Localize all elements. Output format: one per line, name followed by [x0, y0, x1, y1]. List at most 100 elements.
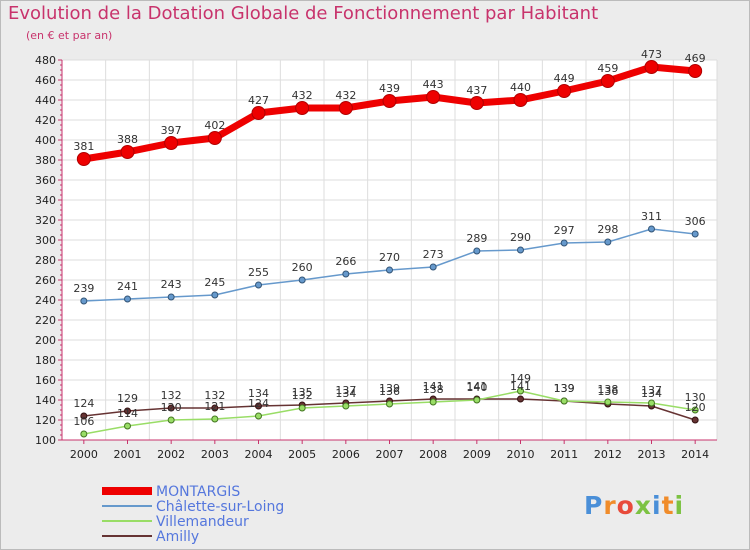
- data-label-chalette-sur-loing: 298: [597, 223, 618, 236]
- data-point-montargis: [469, 96, 484, 110]
- data-label-amilly: 120: [685, 401, 706, 414]
- data-label-villemandeur: 132: [292, 389, 313, 402]
- data-label-amilly: 136: [597, 385, 618, 398]
- y-tick-label: 440: [35, 94, 56, 107]
- data-label-villemandeur: 136: [379, 385, 400, 398]
- data-label-chalette-sur-loing: 260: [292, 261, 313, 274]
- plot-area: [62, 60, 717, 440]
- data-label-montargis: 397: [161, 124, 182, 137]
- data-point-villemandeur: [80, 430, 88, 438]
- data-point-chalette-sur-loing: [386, 266, 393, 274]
- data-point-chalette-sur-loing: [342, 270, 350, 278]
- data-label-amilly: 139: [379, 382, 400, 395]
- x-tick-label: 2006: [332, 448, 360, 461]
- data-label-villemandeur: 138: [423, 383, 444, 396]
- data-point-montargis: [600, 74, 615, 88]
- data-label-villemandeur: 121: [204, 400, 225, 413]
- data-point-montargis: [251, 106, 266, 120]
- data-label-amilly: 129: [117, 392, 138, 405]
- legend-label: Villemandeur: [156, 514, 249, 530]
- data-label-amilly: 134: [641, 387, 662, 400]
- data-label-amilly: 132: [161, 389, 182, 402]
- logo-letter: P: [584, 491, 604, 520]
- data-label-montargis: 402: [204, 119, 225, 132]
- y-tick-label: 140: [35, 394, 56, 407]
- y-tick-label: 320: [35, 214, 56, 227]
- x-tick-label: 2013: [638, 448, 666, 461]
- y-tick-label: 120: [35, 414, 56, 427]
- x-tick-label: 2004: [245, 448, 273, 461]
- y-tick-label: 200: [35, 334, 56, 347]
- legend-label: MONTARGIS: [156, 484, 240, 500]
- data-point-montargis: [207, 131, 222, 145]
- data-label-villemandeur: 106: [73, 415, 94, 428]
- data-point-amilly: [211, 404, 219, 412]
- data-label-montargis: 432: [335, 89, 356, 102]
- data-label-montargis: 443: [423, 78, 444, 91]
- data-label-amilly: 132: [204, 389, 225, 402]
- y-tick-label: 100: [35, 434, 56, 447]
- data-point-villemandeur: [517, 387, 524, 395]
- data-label-chalette-sur-loing: 239: [73, 282, 94, 295]
- y-tick-label: 360: [35, 174, 56, 187]
- axis-layer: 100 120 140 160 180 200 220 240 260 280 300 320 340 3…: [35, 54, 717, 461]
- data-label-chalette-sur-loing: 241: [117, 280, 138, 293]
- y-tick-label: 400: [35, 134, 56, 147]
- data-point-chalette-sur-loing: [517, 246, 524, 254]
- data-label-montargis: 449: [554, 72, 575, 85]
- data-point-villemandeur: [386, 400, 393, 408]
- data-point-chalette-sur-loing: [604, 238, 612, 246]
- data-label-chalette-sur-loing: 243: [161, 278, 182, 291]
- y-tick-label: 460: [35, 74, 56, 87]
- x-tick-label: 2008: [419, 448, 447, 461]
- data-point-montargis: [688, 64, 703, 78]
- data-label-montargis: 440: [510, 81, 531, 94]
- logo-letter: i: [674, 491, 685, 520]
- data-point-montargis: [76, 152, 91, 166]
- proxiti-logo: Proxiti: [584, 491, 684, 520]
- logo-letter: o: [616, 491, 635, 520]
- data-point-villemandeur: [560, 397, 568, 405]
- data-point-montargis: [295, 101, 310, 115]
- y-tick-label: 260: [35, 274, 56, 287]
- x-tick-label: 2011: [550, 448, 578, 461]
- grid-layer: [61, 59, 718, 441]
- x-tick-label: 2002: [157, 448, 185, 461]
- data-label-montargis: 381: [73, 140, 94, 153]
- data-point-villemandeur: [473, 396, 481, 404]
- x-tick-label: 2010: [507, 448, 535, 461]
- chart-subtitle: (en € et par an): [26, 29, 113, 42]
- data-label-villemandeur: 124: [248, 397, 269, 410]
- data-label-villemandeur: 137: [641, 384, 662, 397]
- data-label-villemandeur: 139: [554, 382, 575, 395]
- data-point-amilly: [517, 395, 524, 403]
- data-point-amilly: [691, 416, 699, 424]
- data-point-chalette-sur-loing: [648, 225, 655, 233]
- data-point-chalette-sur-loing: [124, 295, 131, 303]
- data-point-villemandeur: [124, 422, 131, 430]
- logo-letter: i: [652, 491, 662, 520]
- series-layer: [76, 60, 703, 438]
- data-label-amilly: 141: [466, 380, 487, 393]
- data-point-montargis: [513, 93, 528, 107]
- logo-letter: r: [603, 491, 617, 520]
- data-point-chalette-sur-loing: [167, 293, 175, 301]
- data-label-amilly: 137: [335, 384, 356, 397]
- legend-label: Amilly: [156, 529, 199, 545]
- data-point-amilly: [255, 402, 262, 410]
- data-point-montargis: [426, 90, 441, 104]
- data-point-villemandeur: [298, 404, 306, 412]
- data-label-chalette-sur-loing: 306: [685, 215, 706, 228]
- legend-label: Châlette-sur-Loing: [156, 499, 284, 515]
- data-label-villemandeur: 120: [161, 401, 182, 414]
- y-tick-label: 280: [35, 254, 56, 267]
- y-tick-label: 340: [35, 194, 56, 207]
- data-point-montargis: [164, 136, 179, 150]
- data-point-villemandeur: [211, 415, 219, 423]
- data-label-chalette-sur-loing: 245: [204, 276, 225, 289]
- data-point-villemandeur: [691, 406, 699, 414]
- data-label-amilly: 124: [73, 397, 94, 410]
- data-point-chalette-sur-loing: [255, 281, 262, 289]
- data-point-montargis: [338, 101, 353, 115]
- data-label-villemandeur: 138: [597, 383, 618, 396]
